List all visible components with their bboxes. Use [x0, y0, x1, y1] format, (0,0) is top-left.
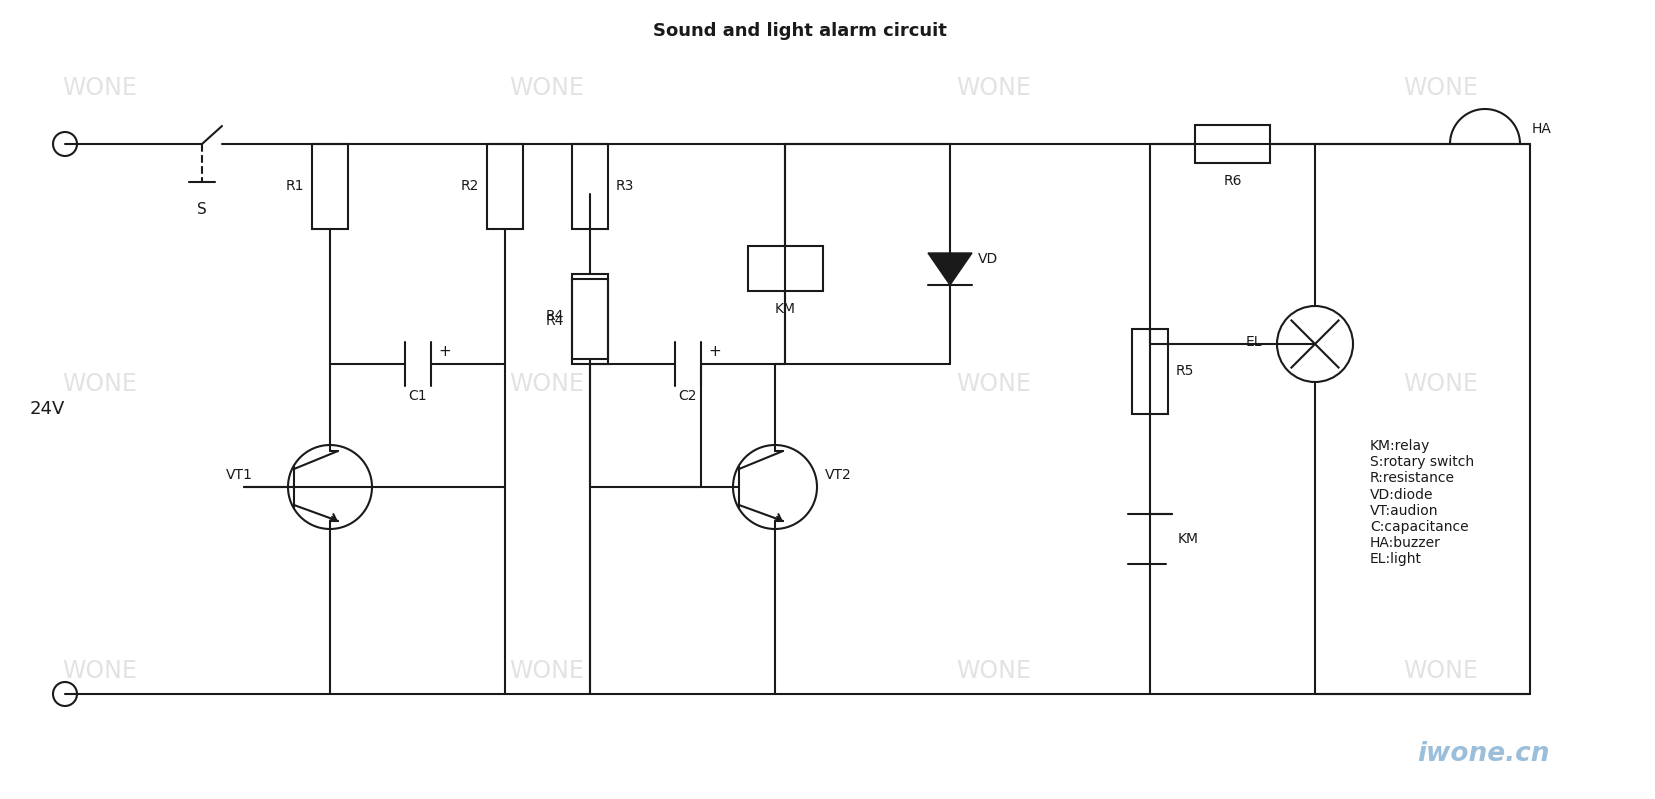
Bar — [1195, 125, 1269, 163]
Text: WONE: WONE — [61, 372, 137, 396]
Text: WONE: WONE — [508, 76, 584, 100]
Text: WONE: WONE — [508, 372, 584, 396]
Text: C1: C1 — [407, 389, 427, 403]
Text: R6: R6 — [1223, 174, 1241, 188]
Bar — [571, 144, 607, 229]
Bar — [571, 279, 607, 364]
Bar — [487, 144, 523, 229]
Text: WONE: WONE — [61, 659, 137, 683]
Text: iwone.cn: iwone.cn — [1417, 741, 1549, 767]
Text: VT1: VT1 — [227, 468, 253, 482]
Text: R5: R5 — [1175, 364, 1193, 379]
Text: WONE: WONE — [1402, 76, 1478, 100]
Text: S: S — [197, 201, 207, 217]
Text: VD: VD — [978, 252, 998, 266]
Bar — [311, 144, 348, 229]
Text: R1: R1 — [285, 180, 305, 193]
FancyArrowPatch shape — [775, 515, 781, 520]
Text: R3: R3 — [616, 180, 634, 193]
Text: WONE: WONE — [1402, 659, 1478, 683]
Text: KM: KM — [775, 303, 794, 316]
Polygon shape — [927, 253, 971, 285]
Text: WONE: WONE — [955, 76, 1031, 100]
Text: WONE: WONE — [955, 372, 1031, 396]
Text: HA: HA — [1531, 122, 1551, 136]
Text: Sound and light alarm circuit: Sound and light alarm circuit — [652, 22, 947, 40]
Text: +: + — [708, 344, 720, 360]
Text: KM:relay
S:rotary switch
R:resistance
VD:diode
VT:audion
C:capacitance
HA:buzzer: KM:relay S:rotary switch R:resistance VD… — [1369, 439, 1473, 566]
Text: WONE: WONE — [508, 659, 584, 683]
FancyArrowPatch shape — [329, 515, 336, 520]
Bar — [571, 274, 607, 359]
Text: KM: KM — [1177, 532, 1198, 546]
Text: WONE: WONE — [955, 659, 1031, 683]
Text: WONE: WONE — [1402, 372, 1478, 396]
Text: +: + — [439, 344, 450, 360]
Text: R4: R4 — [544, 315, 564, 328]
Bar — [746, 247, 823, 292]
Text: WONE: WONE — [61, 76, 137, 100]
Text: EL: EL — [1245, 335, 1261, 349]
Text: R4: R4 — [544, 309, 564, 324]
Text: 24V: 24V — [30, 400, 65, 418]
Text: VT2: VT2 — [824, 468, 851, 482]
Bar — [1132, 329, 1167, 414]
Text: C2: C2 — [679, 389, 697, 403]
Text: R2: R2 — [460, 180, 478, 193]
